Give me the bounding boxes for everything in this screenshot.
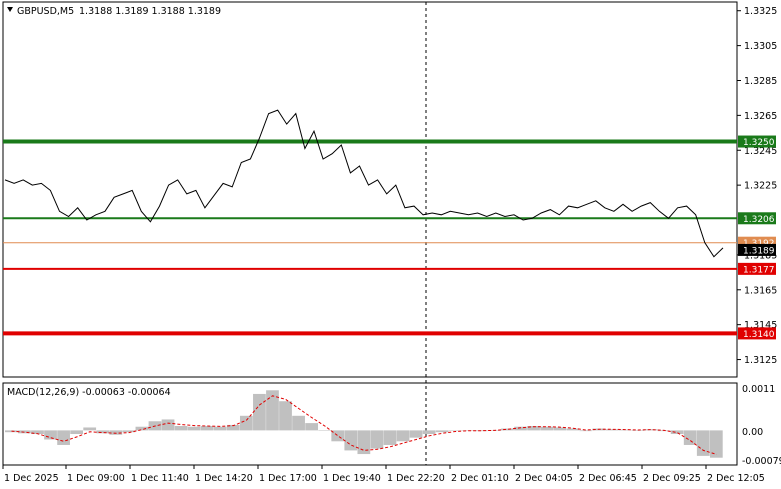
- level-tag-label: 1.3250: [743, 138, 775, 148]
- level-tag-bg: [738, 327, 776, 340]
- macd-bar: [540, 426, 553, 431]
- macd-bar: [422, 430, 436, 435]
- macd-bar: [213, 426, 227, 431]
- macd-bar: [253, 393, 266, 431]
- time-tick-label: 1 Dec 09:00: [67, 473, 125, 484]
- macd-bar: [527, 426, 540, 431]
- macd-bar: [200, 426, 214, 431]
- price-series-line: [4, 109, 724, 258]
- time-tick-label: 2 Dec 06:45: [579, 473, 637, 484]
- macd-bar: [670, 430, 684, 435]
- macd-bar: [501, 428, 514, 431]
- price-panel[interactable]: [2, 1, 738, 378]
- macd-bar: [383, 430, 397, 445]
- time-tick-label: 1 Dec 22:20: [387, 473, 445, 484]
- macd-bar: [344, 430, 358, 451]
- price-tick-label: 1.3325: [744, 6, 777, 17]
- macd-bar: [5, 430, 18, 433]
- macd-bar: [579, 430, 593, 432]
- macd-bar: [566, 428, 580, 431]
- macd-bar: [644, 429, 658, 431]
- time-tick-label: 1 Dec 19:40: [323, 473, 381, 484]
- time-tick-label: 1 Dec 11:40: [131, 473, 189, 484]
- macd-bar: [553, 427, 567, 431]
- level-tag-bg: [738, 212, 776, 225]
- macd-tick-bottom: -0.00079: [742, 456, 781, 467]
- price-axis: 1.3325 1.3305 1.3285 1.3265 1.3245 1.3225 1.31…: [737, 6, 777, 366]
- price-tick-label: 1.3225: [744, 181, 777, 192]
- time-axis: 1 Dec 2025 1 Dec 09:00 1 Dec 11:40 1 Dec 14…: [2, 465, 765, 484]
- level-lines: [3, 139, 737, 336]
- macd-bar: [31, 430, 44, 435]
- time-tick-label: 2 Dec 01:10: [451, 473, 509, 484]
- triangle-down-icon[interactable]: [7, 7, 13, 12]
- macd-bar: [435, 430, 449, 433]
- price-tick-label: 1.3145: [744, 320, 777, 331]
- macd-bar: [605, 429, 619, 431]
- macd-bar: [70, 430, 84, 435]
- time-tick-label: 1 Dec 2025: [4, 473, 59, 484]
- macd-bar: [279, 401, 292, 431]
- macd-tick-zero: 0.00: [742, 427, 763, 438]
- macd-bar: [709, 430, 723, 458]
- macd-bar: [135, 426, 149, 431]
- macd-bar: [683, 430, 697, 445]
- macd-bar: [409, 430, 423, 438]
- macd-bar: [357, 430, 371, 455]
- price-tick-label: 1.3125: [744, 355, 777, 366]
- symbol-timeframe: GBPUSD,M5: [17, 6, 74, 17]
- macd-bar: [331, 430, 345, 442]
- price-tick-label: 1.3245: [744, 146, 777, 157]
- ohlc-values: 1.3188 1.3189 1.3188 1.3189: [79, 6, 221, 17]
- macd-bar: [161, 419, 175, 431]
- level-tag-label: 1.3140: [743, 330, 775, 340]
- current-price-tag-bg: [738, 243, 776, 256]
- macd-bar: [631, 430, 645, 431]
- time-tick-label: 1 Dec 14:20: [195, 473, 253, 484]
- macd-bar: [57, 430, 70, 445]
- macd-bar: [83, 427, 97, 431]
- level-tag-bg: [738, 135, 776, 148]
- macd-bar: [318, 430, 332, 431]
- time-tick-label: 2 Dec 09:25: [643, 473, 701, 484]
- macd-bar: [122, 430, 136, 433]
- time-tick-label: 1 Dec 17:00: [259, 473, 317, 484]
- time-tick-label: 2 Dec 04:05: [515, 473, 573, 484]
- price-tick-label: 1.3265: [744, 111, 777, 122]
- macd-bar: [96, 430, 110, 434]
- level-tag-label: 1.3206: [743, 215, 775, 225]
- macd-bar: [396, 430, 410, 442]
- macd-tick-top: 0.0011: [742, 384, 775, 395]
- macd-histogram: [5, 390, 723, 458]
- macd-bar: [239, 415, 253, 431]
- macd-bar: [174, 426, 188, 431]
- current-price-label: 1.3189: [743, 246, 775, 256]
- macd-bar: [305, 423, 319, 431]
- price-tick-label: 1.3285: [744, 76, 777, 87]
- price-tick-label: 1.3305: [744, 41, 777, 52]
- macd-bar: [474, 430, 488, 432]
- macd-bar: [696, 430, 710, 456]
- macd-bar: [44, 430, 57, 440]
- price-tick-label: 1.3165: [744, 285, 777, 296]
- macd-bar: [292, 415, 305, 431]
- level-tag-bg: [738, 262, 776, 275]
- macd-bar: [266, 390, 279, 431]
- time-tick-label: 2 Dec 12:05: [707, 473, 765, 484]
- macd-signal-line: [11, 395, 717, 455]
- level-tag-label: 1.3177: [743, 265, 775, 275]
- macd-bar: [370, 430, 384, 449]
- macd-bar: [226, 424, 240, 431]
- macd-bar: [514, 426, 527, 431]
- macd-bar: [448, 430, 462, 431]
- macd-bar: [187, 426, 201, 431]
- macd-title: MACD(12,26,9) -0.00063 -0.00064: [7, 387, 171, 398]
- macd-bar: [109, 430, 123, 435]
